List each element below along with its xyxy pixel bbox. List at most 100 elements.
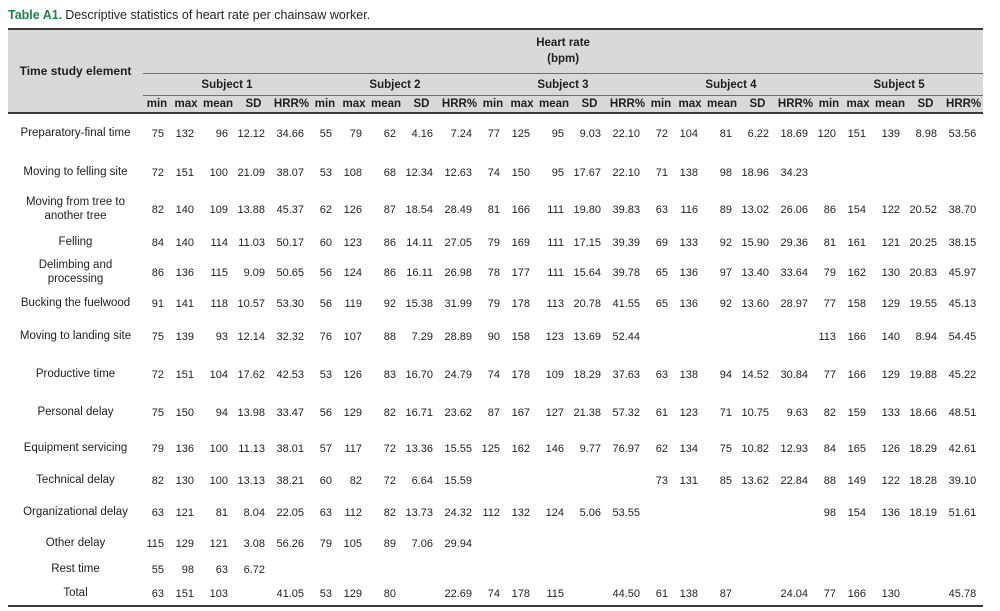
value-cell: 150 (175, 407, 194, 420)
value-cell (479, 558, 507, 582)
value-cell (608, 530, 647, 558)
value-cell: 50.17 (276, 236, 304, 249)
value-cell: 167 (511, 407, 530, 420)
value-cell: 138 (679, 368, 698, 381)
value-cell: 88 (823, 474, 836, 487)
stat-header-max: max (507, 95, 537, 115)
value-cell: 77 (823, 297, 836, 310)
value-cell: 80 (369, 582, 403, 608)
value-cell: 169 (511, 236, 530, 249)
value-cell (907, 153, 944, 192)
value-cell: 103 (201, 582, 235, 608)
value-cell: 166 (847, 368, 866, 381)
table-row: Organizational delay 63 121 81 8.04 22.05 63 11… (8, 496, 983, 530)
value-cell: 132 (175, 127, 194, 140)
value-cell (944, 558, 983, 582)
value-cell: 60 (319, 474, 332, 487)
value-cell: 57.32 (612, 407, 640, 420)
value-cell: 9.77 (579, 442, 601, 455)
value-cell: 92 (719, 297, 732, 310)
row-label: Equipment servicing (23, 441, 128, 454)
value-cell: 82 (151, 474, 164, 487)
value-cell: 96 (215, 127, 228, 140)
value-cell (537, 465, 571, 496)
value-cell: 115 (537, 582, 571, 608)
value-cell: 28.89 (444, 331, 472, 344)
value-cell: 8.98 (915, 127, 937, 140)
value-cell: 52.44 (612, 331, 640, 344)
value-cell: 14.11 (406, 236, 433, 249)
table-caption-text: Descriptive statistics of heart rate per… (65, 8, 371, 22)
value-cell (705, 530, 739, 558)
row-label: Productive time (35, 367, 116, 380)
value-cell: 29.94 (444, 538, 472, 551)
value-cell: 119 (344, 297, 362, 310)
value-cell (608, 465, 647, 496)
value-cell: 13.02 (741, 203, 769, 216)
value-cell: 53.55 (612, 507, 640, 520)
value-cell (739, 582, 776, 608)
value-cell: 98 (181, 564, 194, 577)
value-cell: 24.79 (444, 368, 472, 381)
value-cell: 138 (675, 582, 705, 608)
value-cell: 149 (847, 474, 866, 487)
value-cell: 121 (881, 236, 900, 249)
value-cell (843, 558, 873, 582)
stat-header-sd: SD (907, 95, 944, 115)
value-cell: 39.10 (948, 474, 977, 487)
value-cell: 22.10 (612, 127, 640, 140)
value-cell: 90 (487, 331, 500, 344)
value-cell (705, 496, 739, 530)
value-cell: 165 (847, 442, 866, 455)
value-cell: 76 (319, 331, 332, 344)
row-label: Moving to felling site (23, 165, 128, 178)
value-cell: 100 (209, 442, 228, 455)
row-label: Personal delay (37, 406, 114, 419)
value-cell: 136 (679, 267, 698, 280)
value-cell: 82 (823, 407, 836, 420)
value-cell (647, 530, 675, 558)
value-cell (907, 530, 944, 558)
value-cell (873, 530, 907, 558)
stat-header-min: min (311, 95, 339, 115)
value-cell: 55 (151, 564, 164, 577)
value-cell: 29.36 (780, 236, 808, 249)
value-cell: 53 (319, 166, 332, 179)
value-cell: 117 (344, 442, 362, 455)
value-cell: 19.88 (909, 368, 937, 381)
header-row-units: Time study element Heart rate (bpm) (8, 28, 984, 115)
value-cell: 16.70 (405, 368, 433, 381)
value-cell: 20.83 (909, 267, 937, 280)
stat-header-mean: mean (537, 95, 571, 115)
value-cell: 44.50 (608, 582, 647, 608)
value-cell: 42.61 (948, 442, 977, 455)
value-cell: 81 (215, 507, 228, 520)
value-cell: 13.62 (741, 474, 769, 487)
value-cell: 19.55 (909, 297, 937, 310)
row-label: Organizational delay (23, 506, 128, 519)
value-cell: 28.97 (780, 297, 808, 310)
value-cell: 18.19 (909, 507, 937, 520)
value-cell: 126 (343, 368, 362, 381)
value-cell: 16.11 (406, 267, 433, 280)
value-cell (776, 496, 815, 530)
value-cell: 82 (383, 507, 396, 520)
value-cell (235, 582, 272, 608)
value-cell (571, 582, 608, 608)
value-cell: 75 (151, 331, 164, 344)
stat-header-min: min (815, 95, 843, 115)
value-cell: 120 (817, 127, 836, 140)
value-cell: 151 (171, 582, 201, 608)
value-cell: 129 (881, 368, 900, 381)
value-cell: 19.80 (573, 203, 601, 216)
value-cell: 71 (655, 166, 668, 179)
value-cell: 104 (679, 127, 698, 140)
value-cell: 121 (175, 507, 194, 520)
value-cell: 56 (319, 267, 332, 280)
value-cell (907, 558, 944, 582)
stat-header-min: min (479, 95, 507, 115)
value-cell: 114 (210, 236, 228, 249)
value-cell: 53.30 (276, 297, 304, 310)
value-cell: 79 (349, 127, 362, 140)
value-cell: 72 (383, 442, 396, 455)
